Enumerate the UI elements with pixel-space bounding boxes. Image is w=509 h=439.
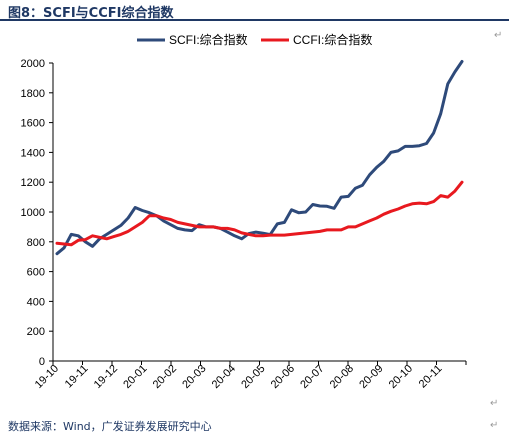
x-tick-label: 20-05 — [239, 363, 267, 391]
chart-legend: SCFI:综合指数 CCFI:综合指数 — [137, 32, 372, 47]
y-tick-label: 200 — [27, 326, 45, 338]
x-tick-label: 20-07 — [298, 363, 326, 391]
y-tick-label: 1800 — [21, 88, 45, 100]
x-tick-label: 20-01 — [121, 363, 149, 391]
x-tick-label: 20-10 — [387, 363, 415, 391]
figure-title: 图8：SCFI与CCFI综合指数 — [8, 6, 174, 21]
series-line-1 — [55, 180, 464, 247]
y-tick-label: 0 — [39, 356, 45, 368]
y-tick-label: 1400 — [21, 147, 45, 159]
legend-label: SCFI:综合指数 — [169, 32, 248, 47]
y-tick-label: 1600 — [21, 118, 45, 130]
y-tick-label: 600 — [27, 267, 45, 279]
chart-axes — [52, 63, 466, 362]
legend-label: CCFI:综合指数 — [293, 32, 372, 47]
x-tick-label: 19-10 — [33, 363, 61, 391]
x-tick-label: 19-12 — [92, 363, 120, 391]
x-tick-label: 20-08 — [328, 363, 356, 391]
x-tick-label: 19-11 — [63, 363, 91, 391]
y-axis-ticks: 0 200 400 600 800 1000 1200 1400 1600 1800 2000 — [21, 58, 53, 368]
x-tick-label: 20-11 — [417, 363, 445, 391]
source-note: 数据来源：Wind，广发证券发展研究中心 — [8, 420, 212, 433]
paragraph-mark-icon: ↵ — [494, 30, 503, 41]
series-lines — [55, 60, 464, 256]
y-tick-label: 800 — [27, 237, 45, 249]
y-tick-label: 1200 — [21, 177, 45, 189]
paragraph-mark-icon: ↵ — [490, 398, 499, 409]
y-tick-label: 1000 — [21, 207, 45, 219]
series-line-0 — [55, 60, 464, 256]
paragraph-mark-icon: ↵ — [490, 420, 499, 431]
title-underline — [0, 19, 509, 21]
y-tick-label: 400 — [27, 296, 45, 308]
x-tick-label: 20-09 — [357, 363, 385, 391]
x-axis-ticks: 19-10 19-11 19-12 20-01 20-02 20-03 20-04 20-05… — [33, 361, 467, 391]
x-tick-label: 20-04 — [210, 363, 238, 391]
y-tick-label: 2000 — [21, 58, 45, 70]
x-tick-label: 20-03 — [180, 363, 208, 391]
x-tick-label: 20-06 — [269, 363, 297, 391]
x-tick-label: 20-02 — [151, 363, 179, 391]
